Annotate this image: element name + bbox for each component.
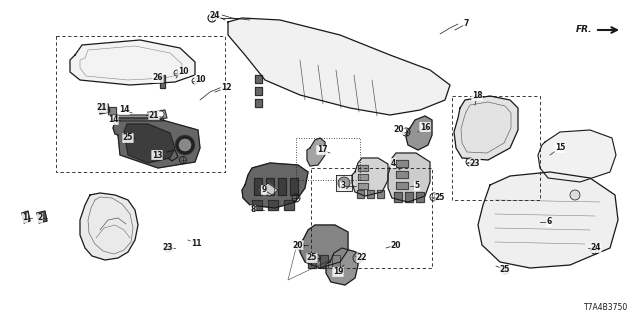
Polygon shape: [320, 255, 328, 268]
Circle shape: [353, 253, 363, 263]
Polygon shape: [358, 174, 368, 180]
Polygon shape: [454, 96, 518, 160]
Text: 16: 16: [420, 123, 430, 132]
Text: 4: 4: [390, 158, 396, 167]
Polygon shape: [70, 40, 195, 85]
Polygon shape: [160, 75, 165, 88]
Polygon shape: [278, 178, 286, 195]
Text: 15: 15: [555, 143, 565, 153]
Polygon shape: [336, 175, 352, 191]
Polygon shape: [388, 153, 430, 202]
Polygon shape: [416, 192, 424, 202]
Polygon shape: [367, 190, 374, 198]
Polygon shape: [326, 248, 358, 285]
Polygon shape: [255, 87, 262, 95]
Text: 22: 22: [356, 253, 367, 262]
Text: 14: 14: [108, 116, 118, 124]
Text: 23: 23: [163, 244, 173, 252]
Polygon shape: [268, 200, 278, 210]
Bar: [56, 36, 225, 172]
Polygon shape: [352, 158, 388, 196]
Polygon shape: [228, 18, 450, 115]
Polygon shape: [148, 110, 167, 120]
Text: 6: 6: [547, 218, 552, 227]
Text: 10: 10: [178, 68, 188, 76]
Polygon shape: [307, 138, 325, 166]
Text: 25: 25: [500, 266, 510, 275]
Circle shape: [570, 190, 580, 200]
Text: FR.: FR.: [575, 26, 592, 35]
Text: 20: 20: [391, 241, 401, 250]
Polygon shape: [242, 163, 308, 208]
Text: 17: 17: [317, 146, 327, 155]
Polygon shape: [98, 104, 110, 114]
Circle shape: [158, 111, 164, 117]
Polygon shape: [357, 190, 364, 198]
Text: 25: 25: [307, 253, 317, 262]
Polygon shape: [377, 190, 384, 198]
Polygon shape: [108, 107, 116, 115]
Text: 23: 23: [470, 158, 480, 167]
Text: 10: 10: [195, 76, 205, 84]
Text: 24: 24: [591, 244, 601, 252]
Text: 9: 9: [261, 186, 267, 195]
Polygon shape: [266, 178, 274, 195]
Circle shape: [179, 139, 191, 151]
Text: 14: 14: [119, 106, 129, 115]
Polygon shape: [252, 200, 262, 210]
Text: 3: 3: [340, 181, 346, 190]
Polygon shape: [255, 75, 262, 83]
Polygon shape: [255, 99, 262, 107]
Polygon shape: [290, 178, 298, 195]
Polygon shape: [80, 193, 138, 260]
Text: 8: 8: [250, 205, 256, 214]
Text: 7: 7: [463, 20, 468, 28]
Polygon shape: [358, 183, 368, 189]
Polygon shape: [396, 182, 408, 189]
Polygon shape: [254, 178, 262, 195]
Text: 21: 21: [148, 110, 159, 119]
Text: 13: 13: [152, 150, 163, 159]
Polygon shape: [332, 255, 340, 268]
Polygon shape: [22, 211, 30, 223]
Polygon shape: [37, 211, 47, 223]
Text: 21: 21: [97, 103, 108, 113]
Text: 25: 25: [123, 133, 133, 142]
Bar: [311, 168, 432, 268]
Polygon shape: [124, 124, 175, 163]
Text: 24: 24: [210, 11, 220, 20]
Text: 2: 2: [37, 213, 43, 222]
Bar: [452, 96, 540, 200]
Text: 20: 20: [292, 241, 303, 250]
Text: 26: 26: [153, 74, 163, 83]
Polygon shape: [405, 192, 413, 202]
Text: 11: 11: [191, 238, 201, 247]
Text: 12: 12: [221, 84, 231, 92]
Text: 18: 18: [472, 92, 483, 100]
Polygon shape: [406, 116, 432, 150]
Polygon shape: [394, 192, 402, 202]
Polygon shape: [478, 172, 618, 268]
Polygon shape: [300, 225, 348, 268]
Polygon shape: [113, 118, 200, 168]
Text: 19: 19: [333, 268, 343, 276]
Text: 25: 25: [435, 194, 445, 203]
Polygon shape: [284, 200, 294, 210]
Polygon shape: [308, 255, 316, 268]
Circle shape: [338, 177, 350, 189]
Polygon shape: [396, 171, 408, 178]
Text: 5: 5: [415, 181, 420, 190]
Polygon shape: [110, 115, 164, 121]
Bar: [296, 138, 360, 180]
Text: T7A4B3750: T7A4B3750: [584, 303, 628, 312]
Polygon shape: [538, 130, 616, 182]
Polygon shape: [396, 160, 408, 167]
Text: 20: 20: [394, 125, 404, 134]
Polygon shape: [260, 183, 278, 197]
Text: 1: 1: [22, 213, 28, 222]
Circle shape: [175, 135, 195, 155]
Polygon shape: [358, 165, 368, 171]
